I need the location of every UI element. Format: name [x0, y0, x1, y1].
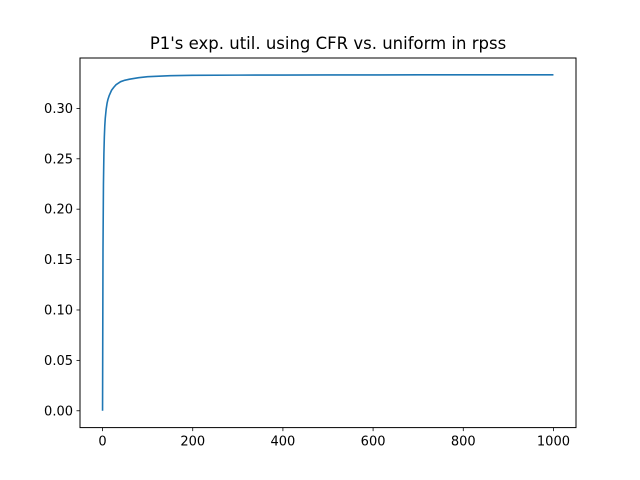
- x-tick-label: 0: [98, 435, 106, 450]
- x-tick-label: 200: [180, 435, 205, 450]
- series-line: [101, 74, 554, 411]
- chart-title: P1's exp. util. using CFR vs. uniform in…: [150, 34, 506, 53]
- plot-frame: [79, 57, 577, 429]
- x-tick-label: 600: [361, 435, 386, 450]
- x-tick-label: 1000: [537, 435, 570, 450]
- y-tick-label: 0.15: [44, 253, 73, 268]
- y-tick-label: 0.30: [44, 102, 73, 117]
- plot-marks: 0 200 400 600 800 1000 0.00 0.05 0.10 0.15 0.20 0.2…: [44, 74, 570, 450]
- y-tick-label: 0.05: [44, 354, 73, 369]
- x-tick-label: 400: [270, 435, 295, 450]
- x-tick-label: 800: [451, 435, 476, 450]
- y-tick-label: 0.20: [44, 203, 73, 218]
- y-tick-label: 0.10: [44, 303, 73, 318]
- y-tick-label: 0.25: [44, 152, 73, 167]
- y-tick-label: 0.00: [44, 404, 73, 419]
